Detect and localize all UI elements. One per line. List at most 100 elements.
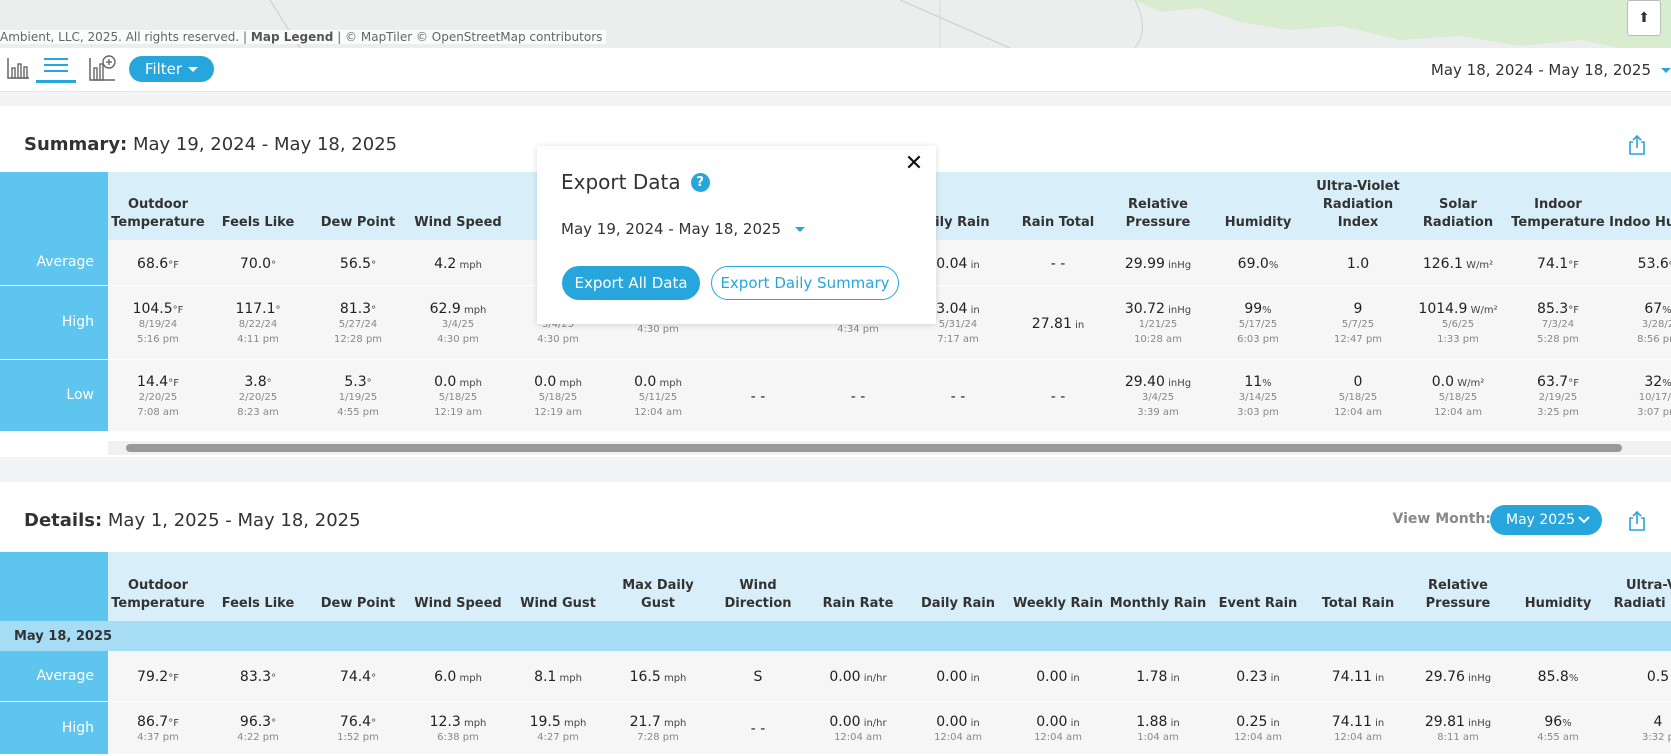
month-select[interactable]: May 2025 [1490,505,1602,535]
cell-unit: inHg [1164,377,1192,389]
date-range-selector[interactable]: May 18, 2024 - May 18, 2025 [1431,61,1671,79]
export-date-range-selector[interactable]: May 19, 2024 - May 18, 2025 [561,220,806,238]
row-label: Low [0,359,108,432]
add-chart-icon[interactable] [88,54,116,82]
table-cell: 0.00 in [908,651,1008,702]
table-cell: 4 3:32 p [1608,701,1671,755]
table-cell: 126.1 W/m² [1408,240,1508,286]
column-header[interactable]: Weekly Rain [1008,552,1108,621]
cell-value: 81.3 [339,300,372,317]
column-header[interactable]: Rain Total [1008,172,1108,240]
table-cell: 3.8° 2/20/25 8:23 am [208,359,308,432]
column-header[interactable]: Total Rain [1308,552,1408,621]
cell-unit: in [967,717,980,729]
column-header[interactable]: Relative Pressure [1408,552,1508,621]
column-header[interactable]: Event Rain [1208,552,1308,621]
column-header[interactable]: Indoor Temperature [1508,172,1608,240]
row-label: Average [0,651,108,702]
cell-value: 0.0 [534,373,557,390]
cell-value: 0.00 [936,669,968,686]
cell-time: 7:28 pm [637,731,679,743]
column-header[interactable]: Monthly Rain [1108,552,1208,621]
attribution-text: Ambient, LLC, 2025. All rights reserved.… [0,30,248,44]
table-cell: 86.7°F 4:37 pm [108,701,208,755]
column-header[interactable]: Ultra-Violet Radiation Index [1308,172,1408,240]
cell-value: 104.5 [132,300,173,317]
cell-unit: % [1562,717,1572,729]
cell-unit: mph [456,377,482,389]
table-cell: 0.00 in 12:04 am [1008,701,1108,755]
map[interactable]: Ambient, LLC, 2025. All rights reserved.… [0,0,1671,48]
details-table: Outdoor Temperature Feels Like Dew Point Wi… [0,552,1671,755]
table-cell: 69.0% [1208,240,1308,286]
cell-unit: % [1662,304,1671,316]
column-header[interactable]: Daily Rain [908,552,1008,621]
cell-value: - - [1050,388,1066,405]
column-header[interactable]: Dew Point [308,172,408,240]
cell-value: 0.00 [829,669,861,686]
chevron-down-icon [1578,516,1590,524]
cell-unit: mph [660,717,687,729]
cell-value: - - [750,388,766,405]
table-row: Low 14.4°F 2/20/25 7:08 am 3.8° 2/20/25 8:23 a… [0,359,1671,432]
help-icon[interactable]: ? [690,172,710,192]
filter-button[interactable]: Filter [129,56,214,82]
view-month-label: View Month: [1392,511,1491,527]
chart-view-icon[interactable] [4,54,32,82]
cell-date: 1/19/25 [338,391,378,403]
reset-north-button[interactable]: ⬆ [1627,0,1661,36]
table-cell: 0.25 in 12:04 am [1208,701,1308,755]
cell-value: 0.25 [1236,713,1268,730]
column-header[interactable]: Indoo Humidi [1608,172,1671,240]
horizontal-scrollbar[interactable] [108,441,1671,455]
cell-value: 0 [1353,373,1363,390]
filter-label: Filter [144,60,183,78]
cell-unit: in [1371,673,1385,685]
column-header[interactable]: Dew Point [308,552,408,621]
column-header[interactable]: Rain Rate [808,552,908,621]
column-header[interactable]: Outdoor Temperature [108,172,208,240]
column-header[interactable]: Max Daily Gust [608,552,708,621]
share-icon[interactable] [1627,134,1647,156]
cell-time: 12:04 am [634,406,682,418]
cell-time: 4:34 pm [837,324,879,335]
table-cell: 1014.9 W/m² 5/6/25 1:33 pm [1408,285,1508,360]
column-header[interactable]: Wind Speed [408,172,508,240]
column-header[interactable]: Humidity [1208,172,1308,240]
cell-unit: mph [556,673,582,685]
column-header[interactable]: Wind Gust [508,552,608,621]
toolbar [0,48,1671,92]
column-header[interactable]: Solar Radiation [1408,172,1508,240]
cell-value: 6.0 [434,669,457,686]
column-header[interactable]: Relative Pressure [1108,172,1208,240]
export-daily-summary-button[interactable]: Export Daily Summary [711,266,899,300]
cell-value: 8.1 [534,669,557,686]
cell-value: 99 [1244,300,1263,317]
column-header[interactable]: Ultra-Vio Radiati Inde [1608,552,1671,621]
cell-unit: inHg [1164,259,1192,271]
table-cell: 83.3° [208,651,308,702]
cell-value: 30.72 [1124,300,1165,317]
column-header[interactable]: Outdoor Temperature [108,552,208,621]
column-header[interactable]: Wind Direction [708,552,808,621]
export-all-data-button[interactable]: Export All Data [562,266,700,300]
cell-unit: °F [168,377,179,389]
cell-time: 4:30 pm [537,333,579,345]
cell-value: 79.2 [137,669,169,686]
details-title: Details: May 1, 2025 - May 18, 2025 [24,510,361,531]
modal-title-text: Export Data [561,170,681,194]
column-header[interactable]: Wind Speed [408,552,508,621]
table-cell: 21.7 mph 7:28 pm [608,701,708,755]
column-header[interactable]: Feels Like [208,172,308,240]
table-view-icon[interactable] [42,52,70,80]
column-header[interactable]: Feels Like [208,552,308,621]
cell-value: 14.4 [137,373,169,390]
map-legend-link[interactable]: Map Legend [250,30,334,44]
scroll-thumb[interactable] [126,444,1622,452]
column-header[interactable]: Humidity [1508,552,1608,621]
share-icon[interactable] [1627,510,1647,532]
table-cell: 29.40 inHg 3/4/25 3:39 am [1108,359,1208,432]
cell-unit: inHg [1164,304,1192,316]
table-cell: 63.7°F 2/19/25 3:25 pm [1508,359,1608,432]
close-icon[interactable]: ✕ [904,151,924,176]
